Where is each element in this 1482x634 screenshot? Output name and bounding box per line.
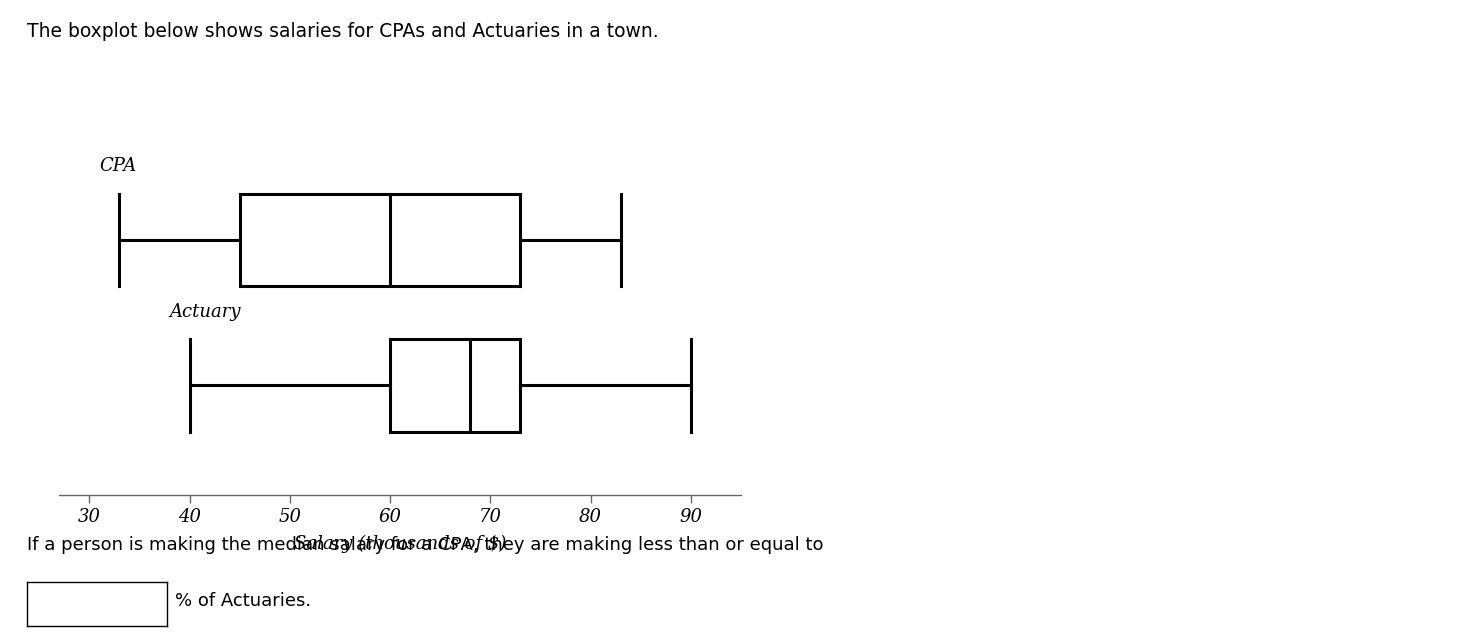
Bar	[390, 339, 520, 432]
Bar	[240, 193, 520, 286]
X-axis label: Salary (thousands of $): Salary (thousands of $)	[293, 534, 507, 553]
Text: The boxplot below shows salaries for CPAs and Actuaries in a town.: The boxplot below shows salaries for CPA…	[27, 22, 658, 41]
Text: CPA: CPA	[99, 157, 136, 176]
Text: % of Actuaries.: % of Actuaries.	[175, 592, 311, 610]
Text: If a person is making the median salary for a CPA, they are making less than or : If a person is making the median salary …	[27, 536, 823, 553]
Text: Actuary: Actuary	[169, 303, 242, 321]
